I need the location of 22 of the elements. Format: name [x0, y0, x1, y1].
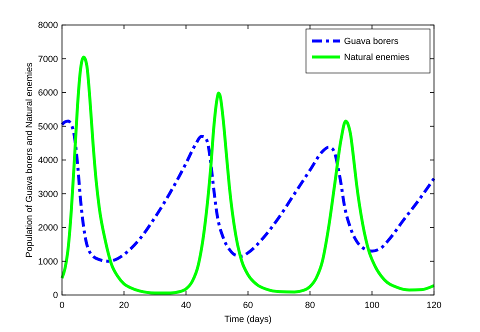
legend-label: Natural enemies	[344, 52, 410, 62]
y-tick-label: 0	[52, 290, 58, 300]
x-tick-label: 40	[180, 300, 192, 310]
x-tick-label: 20	[118, 300, 130, 310]
line-series	[60, 120, 436, 263]
x-tick-label: 0	[59, 300, 65, 310]
x-tick-label: 60	[242, 300, 254, 310]
legend-label: Guava borers	[344, 36, 400, 46]
x-tick-label: 100	[364, 300, 380, 310]
x-axis-title: Time (days)	[224, 314, 272, 324]
x-tick-label: 80	[304, 300, 316, 310]
y-tick-label: 1000	[38, 256, 58, 266]
y-tick-label: 4000	[38, 155, 58, 165]
y-tick-label: 3000	[38, 188, 58, 199]
y-tick-label: 5000	[38, 121, 58, 132]
x-tick-label: 120	[426, 300, 442, 310]
y-tick-label: 6000	[38, 88, 58, 98]
line-series	[60, 56, 436, 294]
y-axis-title: Population of Guava borers and Natural enemies	[24, 62, 34, 258]
y-tick-label: 7000	[38, 54, 58, 64]
y-tick-label: 8000	[38, 20, 58, 30]
y-tick-label: 2000	[38, 222, 58, 232]
